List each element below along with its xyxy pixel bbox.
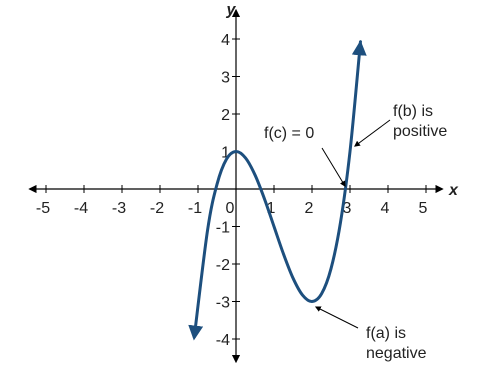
x-tick-label: -3 — [112, 200, 126, 217]
y-tick-label: -3 — [216, 295, 230, 312]
y-tick-label: 4 — [221, 32, 230, 49]
y-tick-label: -1 — [216, 220, 230, 237]
y-tick-label: -4 — [216, 332, 230, 349]
annotation: negative — [366, 345, 427, 362]
x-tick-label: -4 — [74, 200, 88, 217]
y-tick-label: -2 — [216, 257, 230, 274]
annotations: f(c) = 0 f(b) is positive f(a) is negati… — [264, 103, 447, 362]
annotation: positive — [393, 123, 447, 140]
x-tick-label: 4 — [381, 200, 390, 217]
annotation-arrow — [321, 147, 346, 188]
y-tick-label: 2 — [221, 107, 230, 124]
x-tick-label: -2 — [150, 200, 164, 217]
y-tick-label: 3 — [221, 70, 230, 87]
y-axis-label: y — [226, 2, 237, 19]
annotation: f(c) = 0 — [264, 125, 314, 142]
x-tick-label: 5 — [419, 200, 428, 217]
curve — [188, 40, 367, 341]
x-axis-label: x — [448, 182, 459, 199]
annotation: f(a) is — [366, 325, 406, 342]
annotation-arrow — [314, 306, 359, 329]
annotation-arrow — [354, 119, 391, 147]
x-tick-label: 0 — [226, 200, 235, 217]
annotation: f(b) is — [393, 103, 433, 120]
x-tick-label: 2 — [305, 200, 314, 217]
x-tick-label: -1 — [188, 200, 202, 217]
x-tick-label: -5 — [36, 200, 50, 217]
